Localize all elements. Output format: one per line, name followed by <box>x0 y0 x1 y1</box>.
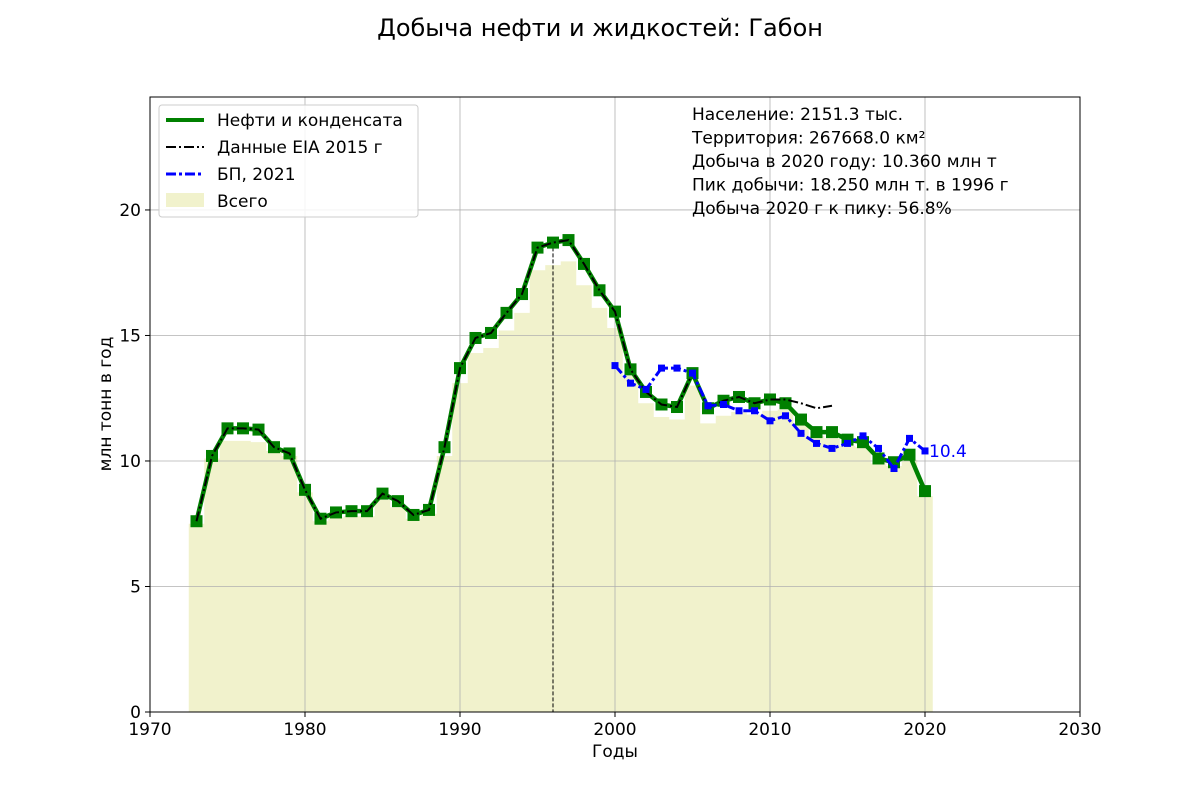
marker-bp <box>689 369 696 377</box>
marker-bp <box>797 429 805 437</box>
marker-oil <box>624 363 637 376</box>
marker-oil <box>903 448 916 461</box>
y-tick-label: 15 <box>119 326 141 346</box>
marker-oil <box>299 483 311 496</box>
marker-bp <box>828 444 836 452</box>
end-value-label: 10.4 <box>929 442 967 462</box>
marker-oil <box>764 393 776 406</box>
marker-oil <box>919 485 931 498</box>
marker-bp <box>658 364 665 372</box>
marker-oil <box>826 426 838 439</box>
marker-bp <box>673 364 681 372</box>
marker-bp <box>642 385 650 393</box>
series-lines-layer <box>190 234 931 528</box>
x-tick-label: 2030 <box>1058 720 1101 740</box>
y-tick-label: 10 <box>119 452 141 472</box>
series-line-eia <box>195 238 833 522</box>
info-production-2020: Добыча в 2020 году: 10.360 млн т <box>692 152 997 172</box>
legend-label-eia: Данные EIA 2015 г <box>217 138 383 158</box>
info-population: Население: 2151.3 тыс. <box>692 105 903 125</box>
x-tick-label: 2020 <box>903 720 946 740</box>
marker-bp <box>875 444 882 452</box>
legend-label-total: Всего <box>217 192 268 212</box>
x-tick-label: 2010 <box>748 720 791 740</box>
info-peak: Пик добычи: 18.250 млн т. в 1996 г <box>692 176 1009 196</box>
marker-oil <box>810 426 823 439</box>
legend: Нефти и конденсата Данные EIA 2015 г БП,… <box>158 104 419 218</box>
marker-bp <box>766 417 774 425</box>
marker-bp <box>611 362 619 370</box>
marker-bp <box>751 407 758 415</box>
marker-bp <box>813 439 820 447</box>
marker-oil <box>872 452 885 465</box>
x-tick-label: 1970 <box>128 720 171 740</box>
series-line-bp <box>613 364 926 472</box>
marker-bp <box>906 434 913 442</box>
x-tick-label: 1980 <box>283 720 326 740</box>
marker-oil <box>547 236 559 249</box>
marker-bp <box>720 401 727 408</box>
marker-bp <box>704 402 712 410</box>
legend-label-oil: Нефти и конденсата <box>217 111 403 131</box>
legend-label-bp: БП, 2021 <box>217 165 296 185</box>
y-tick-label: 20 <box>119 201 141 221</box>
marker-bp <box>627 379 634 387</box>
y-tick-label: 5 <box>130 577 141 597</box>
marker-bp <box>890 465 898 473</box>
info-territory: Территория: 267668.0 км² <box>691 129 925 149</box>
x-axis-label: Годы <box>592 742 638 762</box>
legend-box <box>158 104 419 218</box>
info-block: Население: 2151.3 тыс. Территория: 26766… <box>691 105 1009 219</box>
marker-oil <box>779 397 792 410</box>
x-tick-label: 1990 <box>438 720 481 740</box>
y-axis-label: млн тонн в год <box>96 337 116 472</box>
ticks-layer: 1970 1980 1990 2000 2010 2020 2030 0 5 10 15 20 <box>119 201 1101 740</box>
marker-bp <box>859 432 867 440</box>
info-ratio-to-peak: Добыча 2020 г к пику: 56.8% <box>692 199 952 219</box>
marker-bp <box>921 447 929 455</box>
legend-swatch-total <box>166 193 204 207</box>
plot-area <box>149 96 1081 713</box>
marker-oil <box>795 413 807 426</box>
marker-bp <box>782 412 789 420</box>
chart-title: Добыча нефти и жидкостей: Габон <box>377 14 823 42</box>
total-area <box>188 261 933 712</box>
x-tick-label: 2000 <box>593 720 636 740</box>
marker-bp <box>735 407 743 415</box>
y-tick-label: 0 <box>130 703 141 723</box>
total-area-layer <box>188 261 933 712</box>
marker-bp <box>844 439 851 447</box>
